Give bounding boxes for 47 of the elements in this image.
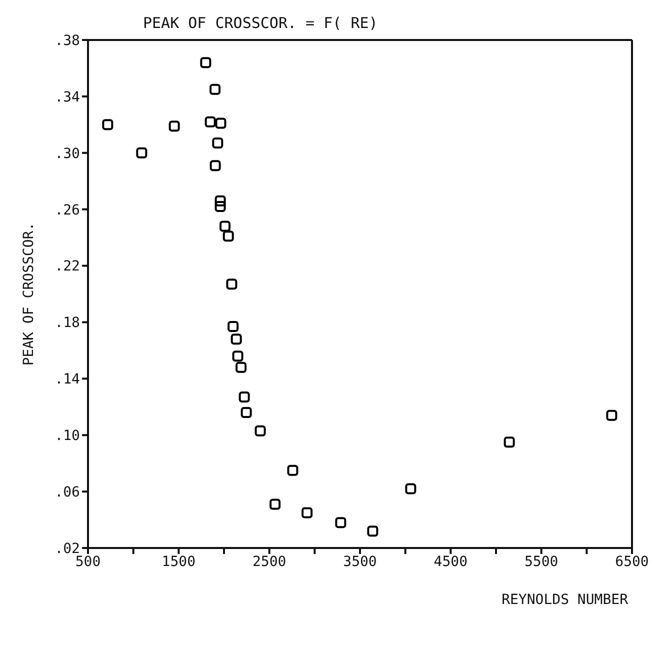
y-tick-label: .30	[54, 146, 80, 162]
point	[204, 116, 216, 128]
point	[228, 320, 239, 332]
y-tick-label: .18	[54, 315, 80, 332]
point	[214, 201, 226, 212]
y-tick-label: .10	[54, 428, 80, 444]
x-tick-label: 2500	[252, 554, 286, 570]
point	[215, 118, 226, 129]
x-tick-label: 6500	[615, 554, 649, 570]
point	[210, 84, 221, 95]
point	[102, 119, 114, 130]
point	[367, 526, 378, 537]
y-axis-title: PEAK OF CROSSCOR.	[20, 222, 37, 366]
x-axis-title: REYNOLDS NUMBER	[502, 592, 629, 608]
point	[270, 498, 281, 510]
chart-title: PEAK OF CROSSCOR. = F( RE)	[143, 14, 378, 32]
point	[254, 425, 266, 436]
point	[136, 147, 148, 158]
point	[238, 392, 250, 403]
point	[232, 350, 244, 362]
point	[302, 507, 313, 518]
point	[405, 483, 416, 494]
point	[168, 120, 180, 132]
x-tick-label: 3500	[343, 554, 377, 570]
point	[212, 138, 224, 149]
x-tick-label: 5500	[524, 554, 558, 570]
point	[504, 436, 515, 448]
x-tick-label: 4500	[434, 554, 468, 570]
point	[226, 278, 238, 290]
point	[219, 220, 230, 232]
point	[230, 334, 242, 345]
x-tick-label: 1500	[162, 554, 196, 570]
point	[236, 362, 247, 373]
point	[222, 230, 234, 242]
point	[210, 160, 221, 172]
y-tick-label: .34	[54, 89, 80, 106]
point	[287, 464, 298, 476]
point	[200, 57, 212, 68]
y-tick-label: .06	[54, 484, 80, 501]
point	[335, 517, 346, 528]
y-tick-label: .14	[54, 372, 80, 388]
point	[214, 195, 226, 206]
y-tick-label: .22	[54, 258, 80, 275]
y-tick-label: .38	[54, 32, 80, 49]
point	[606, 410, 618, 421]
point	[240, 407, 252, 418]
y-tick-label: .26	[54, 202, 80, 218]
